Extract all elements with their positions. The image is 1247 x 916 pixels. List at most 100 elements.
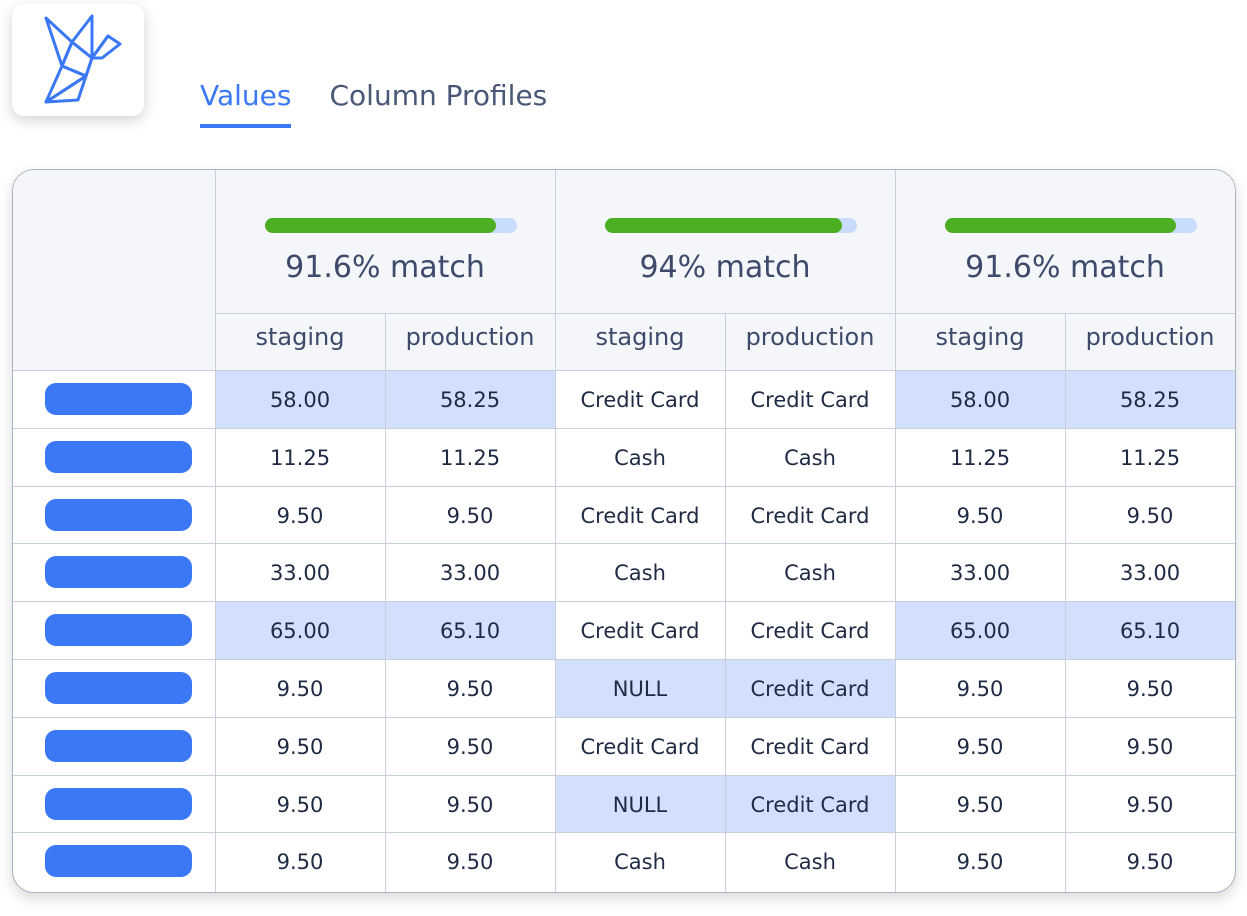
production-cell: 9.50 (1126, 792, 1174, 817)
production-cell: 9.50 (446, 792, 494, 817)
staging-cell: 9.50 (956, 792, 1004, 817)
production-column-header: production (1085, 323, 1215, 351)
match-percentage-label: 94% match (639, 250, 811, 285)
staging-cell: 9.50 (956, 503, 1004, 528)
production-cell: Cash (784, 850, 836, 875)
production-cell: Credit Card (750, 734, 870, 759)
staging-cell: 9.50 (276, 503, 324, 528)
staging-column-header: staging (255, 323, 345, 351)
production-cell: Cash (784, 561, 836, 586)
production-cell: 65.10 (385, 601, 555, 659)
column-divider (895, 170, 896, 892)
row-divider (13, 716, 1235, 718)
staging-cell: Cash (614, 445, 666, 470)
staging-cell: 9.50 (956, 677, 1004, 701)
staging-cell: Credit Card (580, 619, 700, 644)
staging-cell: Credit Card (580, 503, 700, 528)
match-progress-fill (945, 218, 1176, 233)
row-key-placeholder (45, 845, 192, 878)
production-cell: 11.25 (1119, 445, 1181, 470)
row-key-placeholder (45, 729, 192, 762)
row-key-placeholder (45, 440, 192, 473)
row-divider (13, 832, 1235, 834)
match-progress-bar (265, 218, 517, 233)
staging-cell: Credit Card (580, 734, 700, 759)
match-summary: 91.6% match (215, 170, 555, 313)
staging-cell: 11.25 (269, 445, 331, 470)
staging-cell: 33.00 (269, 561, 331, 586)
staging-cell: 9.50 (956, 734, 1004, 759)
comparison-table: 58.00 58.25 Credit Card Credit Card 58.00 58.… (12, 169, 1236, 893)
production-cell: Credit Card (750, 619, 870, 644)
tab-bar: Values Column Profiles (200, 78, 547, 128)
row-divider (13, 659, 1235, 660)
column-divider (215, 170, 216, 892)
production-cell: 9.50 (446, 503, 494, 528)
match-progress-bar (945, 218, 1197, 233)
production-cell: 9.50 (1126, 503, 1174, 528)
production-cell: Cash (784, 445, 836, 470)
staging-cell: 58.00 (215, 370, 385, 428)
row-key-placeholder (45, 787, 192, 820)
production-cell: 9.50 (1126, 850, 1174, 875)
column-divider (555, 170, 556, 892)
row-divider (13, 543, 1235, 545)
column-divider (385, 313, 386, 892)
staging-cell: 11.25 (949, 445, 1011, 470)
production-cell: Credit Card (725, 659, 895, 717)
staging-column-header: staging (595, 323, 685, 351)
tab-values[interactable]: Values (200, 78, 292, 128)
row-divider (13, 485, 1235, 487)
production-cell: 33.00 (439, 561, 501, 586)
staging-cell: NULL (555, 659, 725, 717)
tab-column-profiles[interactable]: Column Profiles (329, 79, 548, 112)
production-cell: Credit Card (725, 774, 895, 833)
row-key-placeholder (45, 672, 192, 704)
production-column-header: production (405, 323, 535, 351)
staging-cell: Cash (614, 850, 666, 875)
staging-cell: 65.00 (215, 601, 385, 659)
staging-cell: 9.50 (276, 677, 324, 701)
origami-bird-logo-icon (44, 14, 122, 104)
staging-cell: 65.00 (895, 601, 1065, 659)
staging-cell: Cash (614, 561, 666, 586)
production-cell: 9.50 (446, 850, 494, 875)
staging-cell: 9.50 (276, 850, 324, 875)
production-cell: Credit Card (750, 503, 870, 528)
production-cell: 9.50 (1126, 734, 1174, 759)
row-divider (13, 370, 1235, 371)
staging-column-header: staging (935, 323, 1025, 351)
row-key-placeholder (45, 614, 192, 647)
row-divider (215, 313, 1235, 314)
production-cell: 9.50 (446, 734, 494, 759)
row-divider (13, 601, 1235, 603)
column-divider (1065, 313, 1066, 892)
staging-cell: 58.00 (895, 370, 1065, 428)
match-percentage-label: 91.6% match (965, 250, 1165, 285)
app-logo (12, 4, 144, 116)
staging-cell: 9.50 (276, 734, 324, 759)
table-header-background (13, 170, 1235, 370)
match-summary: 94% match (555, 170, 895, 313)
staging-cell: 9.50 (956, 850, 1004, 875)
production-cell: 58.25 (1065, 370, 1235, 428)
staging-cell: 9.50 (276, 792, 324, 817)
production-cell: 58.25 (385, 370, 555, 428)
row-key-placeholder (45, 498, 192, 531)
production-column-header: production (745, 323, 875, 351)
production-cell: 9.50 (446, 677, 494, 701)
production-cell: 9.50 (1126, 677, 1174, 701)
production-cell: Credit Card (750, 388, 870, 412)
staging-cell: NULL (555, 774, 725, 833)
row-key-placeholder (45, 556, 192, 589)
match-percentage-label: 91.6% match (285, 250, 485, 285)
staging-cell: 33.00 (949, 561, 1011, 586)
row-key-placeholder (45, 383, 192, 415)
production-cell: 65.10 (1065, 601, 1235, 659)
row-divider (13, 774, 1235, 776)
match-summary: 91.6% match (895, 170, 1235, 313)
match-progress-fill (605, 218, 842, 233)
production-cell: 33.00 (1119, 561, 1181, 586)
staging-cell: Credit Card (580, 388, 700, 412)
production-cell: 11.25 (439, 445, 501, 470)
